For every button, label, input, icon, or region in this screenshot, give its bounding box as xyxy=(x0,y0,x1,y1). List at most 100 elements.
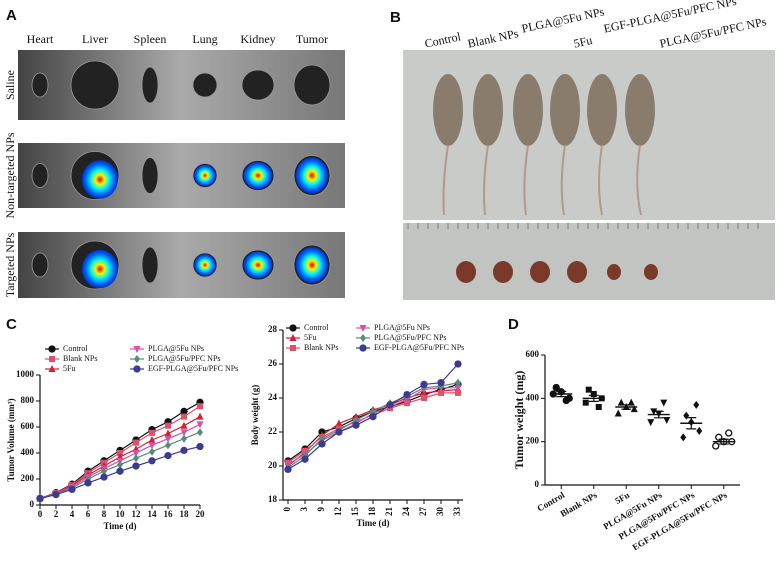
y-tick-label: 28 xyxy=(268,324,278,334)
mouse xyxy=(587,74,617,146)
marker xyxy=(359,344,367,352)
y-axis-label: Tumor weight (mg) xyxy=(512,371,526,470)
marker xyxy=(165,441,171,450)
y-tick-label: 18 xyxy=(268,494,278,504)
x-tick-label: 15 xyxy=(350,507,360,517)
marker xyxy=(132,450,140,457)
x-tick-label: 8 xyxy=(102,509,107,519)
marker xyxy=(149,429,155,436)
mouse xyxy=(433,74,463,146)
marker xyxy=(614,409,622,417)
marker xyxy=(454,360,462,368)
tumor xyxy=(530,261,550,283)
marker xyxy=(302,447,308,454)
marker xyxy=(133,454,139,463)
group-label: Control xyxy=(423,29,462,50)
y-axis-label: Tumor Volume (mm³) xyxy=(6,398,16,481)
panel-label: C xyxy=(6,316,17,333)
error-bar xyxy=(621,404,632,410)
group-label: Blank NPs xyxy=(466,26,520,51)
marker xyxy=(552,383,560,392)
marker xyxy=(284,465,292,474)
row-label: Saline xyxy=(3,70,17,100)
marker xyxy=(725,429,733,437)
group-label: PLGA@5Fu NPs xyxy=(520,4,605,35)
marker xyxy=(420,380,428,389)
x-tick-label: 16 xyxy=(164,509,174,519)
y-axis-label: Body weight (g) xyxy=(250,385,260,446)
marker xyxy=(438,389,444,396)
photo-top xyxy=(403,50,775,220)
marker xyxy=(335,428,343,436)
marker xyxy=(68,485,76,494)
chart: 18 20 22 24 26 28 Body weight (g) 0 3 9 12 15 18 21 24… xyxy=(250,323,464,528)
organ xyxy=(31,163,49,188)
group-label: 5Fu xyxy=(572,33,593,51)
x-tick-label: 33 xyxy=(452,507,462,517)
marker xyxy=(100,473,108,481)
panel-label: A xyxy=(6,7,17,24)
x-tick-label: 2 xyxy=(54,509,59,519)
marker xyxy=(197,403,203,410)
marker xyxy=(693,400,700,409)
y-tick-label: 24 xyxy=(268,392,278,402)
panel-a: Heart Liver Spleen Lung Kidney Tumor Saline Non… xyxy=(3,32,345,298)
marker xyxy=(180,446,188,455)
marker xyxy=(301,455,309,463)
signal xyxy=(194,164,216,187)
legend-label: 5Fu xyxy=(304,333,316,342)
error-bar xyxy=(653,410,664,419)
legend-label: Blank NPs xyxy=(63,354,97,363)
x-axis-label: Time (d) xyxy=(356,518,389,528)
marker xyxy=(48,365,56,372)
tumor xyxy=(607,264,621,280)
row-label: Non-targeted NPs xyxy=(3,132,17,218)
marker xyxy=(133,365,141,373)
error-bar xyxy=(718,438,729,445)
marker xyxy=(683,411,690,420)
mouse xyxy=(625,74,655,146)
column-label: Tumor xyxy=(296,32,328,46)
tail xyxy=(523,144,529,216)
mouse xyxy=(550,74,580,146)
marker xyxy=(359,325,367,332)
legend-label: EGF-PLGA@5Fu/PFC NPs xyxy=(148,364,238,373)
marker xyxy=(360,334,366,342)
marker xyxy=(181,434,187,443)
marker xyxy=(180,429,188,437)
marker xyxy=(180,421,188,429)
x-tick-label: 0 xyxy=(282,507,292,512)
marker xyxy=(627,398,635,406)
organ xyxy=(293,64,331,106)
marker xyxy=(49,356,55,362)
y-tick-label: 0 xyxy=(30,499,35,509)
tail xyxy=(442,144,449,216)
marker xyxy=(352,421,360,429)
marker xyxy=(290,345,296,351)
error-bar xyxy=(588,394,599,402)
marker xyxy=(437,379,445,387)
marker xyxy=(116,467,124,475)
organ xyxy=(31,252,49,278)
y-tick-label: 400 xyxy=(21,447,35,457)
marker xyxy=(133,346,141,353)
marker xyxy=(133,439,139,446)
marker xyxy=(454,384,462,392)
tail xyxy=(598,144,603,216)
x-tick-label: Blank NPs xyxy=(558,490,599,519)
legend-label: Blank NPs xyxy=(304,343,338,352)
marker xyxy=(289,324,297,332)
column-label: Liver xyxy=(82,32,108,46)
marker xyxy=(595,404,602,410)
marker xyxy=(562,396,570,405)
marker xyxy=(48,345,56,353)
marker xyxy=(36,494,44,503)
series-line xyxy=(287,388,459,467)
y-tick-label: 200 xyxy=(526,436,540,446)
marker xyxy=(289,334,297,341)
legend-label: 5Fu xyxy=(63,364,75,373)
series-line xyxy=(287,387,458,465)
organ xyxy=(141,246,159,284)
